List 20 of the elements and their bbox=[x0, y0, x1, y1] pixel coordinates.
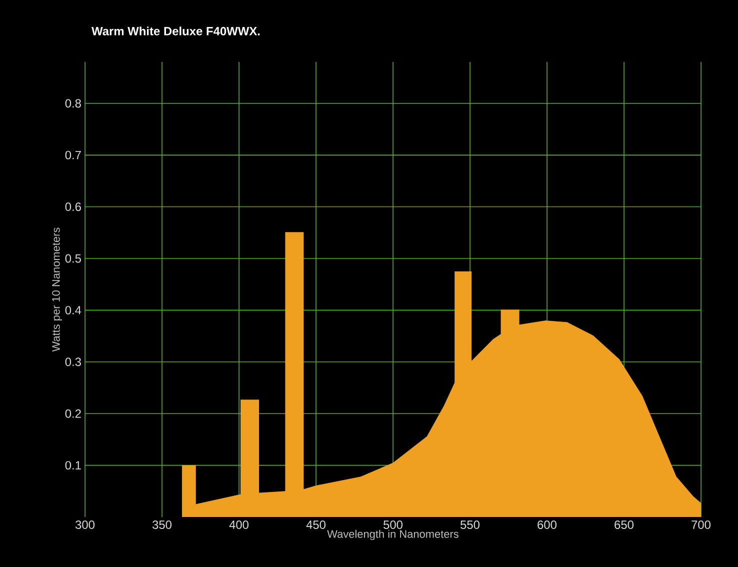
x-tick-label: 650 bbox=[614, 520, 634, 529]
y-tick-label: 0.6 bbox=[65, 202, 81, 211]
y-tick-label: 0.2 bbox=[65, 409, 81, 418]
y-tick-label: 0.3 bbox=[65, 358, 81, 366]
x-tick-label: 300 bbox=[75, 520, 95, 529]
x-tick-label: 500 bbox=[384, 520, 403, 529]
y-axis-title: Watts per 10 Nanometers bbox=[52, 228, 62, 352]
x-tick-label: 350 bbox=[152, 520, 172, 529]
x-tick-label: 400 bbox=[229, 520, 249, 529]
y-tick-label: 0.5 bbox=[65, 254, 81, 263]
x-tick-label: 450 bbox=[306, 520, 326, 529]
y-tick-label: 0.7 bbox=[65, 150, 81, 160]
y-tick-label: 0.8 bbox=[65, 99, 81, 108]
x-tick-label: 700 bbox=[692, 520, 711, 529]
x-tick-label: 600 bbox=[538, 520, 557, 529]
y-tick-label: 0.1 bbox=[65, 461, 81, 470]
x-axis-title: Wavelength in Nanometers bbox=[327, 530, 458, 540]
y-tick-label: 0.4 bbox=[65, 306, 82, 314]
x-tick-label: 550 bbox=[460, 520, 480, 529]
chart-title: Warm White Deluxe F40WWX. bbox=[92, 26, 260, 36]
